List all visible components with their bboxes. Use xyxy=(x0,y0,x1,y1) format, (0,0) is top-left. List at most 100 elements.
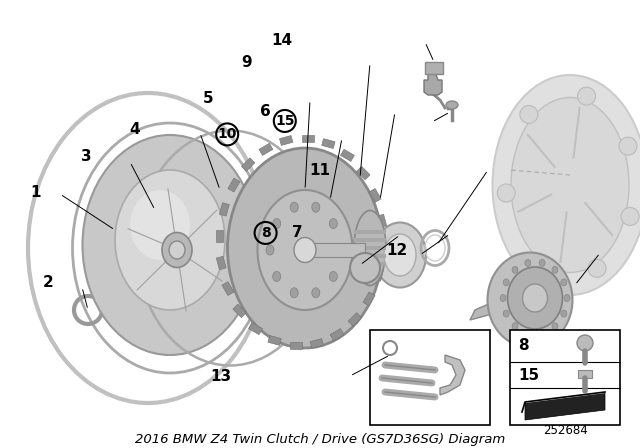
Text: 9: 9 xyxy=(241,55,252,70)
Ellipse shape xyxy=(290,288,298,298)
Ellipse shape xyxy=(257,190,353,310)
Bar xyxy=(370,330,490,425)
Text: 3: 3 xyxy=(81,149,92,164)
Polygon shape xyxy=(285,180,350,318)
Ellipse shape xyxy=(539,259,545,267)
Bar xyxy=(310,339,323,349)
Ellipse shape xyxy=(561,310,567,317)
Text: 1: 1 xyxy=(30,185,40,200)
Ellipse shape xyxy=(350,253,380,283)
Bar xyxy=(510,330,620,425)
Bar xyxy=(241,158,255,171)
Ellipse shape xyxy=(488,253,573,348)
Bar xyxy=(301,135,314,142)
Circle shape xyxy=(588,259,606,277)
Ellipse shape xyxy=(525,330,531,336)
Bar xyxy=(356,166,370,180)
Circle shape xyxy=(520,106,538,124)
Text: 2: 2 xyxy=(43,275,53,290)
Text: 8: 8 xyxy=(518,339,529,353)
Text: 7: 7 xyxy=(292,225,303,241)
Ellipse shape xyxy=(552,267,558,273)
Ellipse shape xyxy=(169,241,185,259)
Bar xyxy=(354,254,386,258)
Ellipse shape xyxy=(503,310,509,317)
Circle shape xyxy=(497,184,515,202)
Ellipse shape xyxy=(115,170,225,310)
Text: 10: 10 xyxy=(218,127,237,142)
Polygon shape xyxy=(440,355,465,395)
Ellipse shape xyxy=(130,190,190,260)
Bar xyxy=(354,246,386,250)
Bar xyxy=(354,230,386,234)
Ellipse shape xyxy=(330,219,337,228)
Ellipse shape xyxy=(83,135,257,355)
Bar xyxy=(374,268,383,281)
Bar xyxy=(220,202,229,216)
Ellipse shape xyxy=(522,284,547,312)
Ellipse shape xyxy=(290,202,298,212)
Ellipse shape xyxy=(512,323,518,330)
Text: 4: 4 xyxy=(129,122,140,138)
Ellipse shape xyxy=(354,211,386,285)
Ellipse shape xyxy=(511,98,629,272)
Ellipse shape xyxy=(384,234,416,276)
Text: 12: 12 xyxy=(386,243,408,258)
Ellipse shape xyxy=(446,101,458,109)
Bar xyxy=(280,136,293,146)
Bar xyxy=(233,304,246,318)
Ellipse shape xyxy=(312,202,320,212)
Bar xyxy=(268,336,282,345)
Bar xyxy=(216,256,226,270)
Bar xyxy=(369,189,381,202)
Bar xyxy=(425,62,443,74)
Bar xyxy=(216,230,223,242)
Polygon shape xyxy=(525,392,605,420)
Bar xyxy=(222,282,234,296)
Ellipse shape xyxy=(500,294,506,302)
Ellipse shape xyxy=(503,279,509,286)
Circle shape xyxy=(529,256,547,274)
Bar xyxy=(578,370,592,378)
Polygon shape xyxy=(470,290,525,320)
Text: 252684: 252684 xyxy=(543,423,588,436)
Bar xyxy=(322,138,335,149)
Ellipse shape xyxy=(312,288,320,298)
Bar xyxy=(305,243,365,257)
Ellipse shape xyxy=(294,237,316,263)
Circle shape xyxy=(621,207,639,225)
Text: 2016 BMW Z4 Twin Clutch / Drive (GS7D36SG) Diagram: 2016 BMW Z4 Twin Clutch / Drive (GS7D36S… xyxy=(135,434,505,447)
Bar xyxy=(228,178,240,192)
Polygon shape xyxy=(424,72,442,95)
Ellipse shape xyxy=(552,323,558,330)
Bar xyxy=(380,242,387,254)
Bar xyxy=(354,238,386,242)
Ellipse shape xyxy=(508,267,563,329)
Ellipse shape xyxy=(564,294,570,302)
Text: 13: 13 xyxy=(210,369,232,384)
Bar xyxy=(259,143,273,155)
Ellipse shape xyxy=(330,271,337,281)
Text: 11: 11 xyxy=(310,163,330,178)
Circle shape xyxy=(577,87,596,105)
Text: 15: 15 xyxy=(518,367,539,383)
Text: 6: 6 xyxy=(260,104,271,120)
Bar xyxy=(248,323,262,335)
Ellipse shape xyxy=(336,245,344,255)
Bar xyxy=(330,328,344,340)
Text: 14: 14 xyxy=(271,33,292,48)
Ellipse shape xyxy=(273,271,281,281)
Ellipse shape xyxy=(561,279,567,286)
Text: 5: 5 xyxy=(203,91,213,106)
Ellipse shape xyxy=(493,75,640,295)
Polygon shape xyxy=(245,175,295,335)
Ellipse shape xyxy=(539,330,545,336)
Bar xyxy=(340,149,355,161)
Ellipse shape xyxy=(374,223,426,288)
Bar xyxy=(363,292,375,306)
Circle shape xyxy=(577,335,593,351)
Text: 8: 8 xyxy=(260,226,271,240)
Ellipse shape xyxy=(273,219,281,228)
Ellipse shape xyxy=(227,148,383,348)
Bar xyxy=(354,262,386,266)
